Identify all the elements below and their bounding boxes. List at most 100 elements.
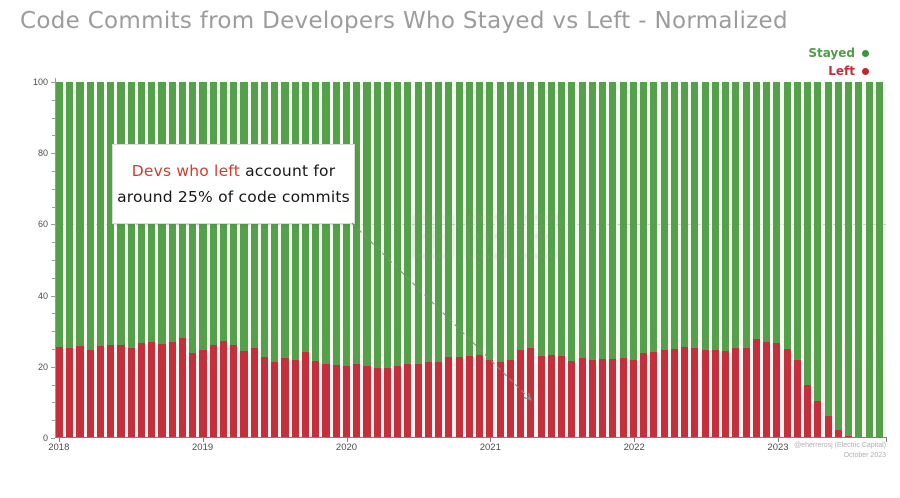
bar-segment-left — [691, 348, 699, 438]
y-tick-label: 60 — [37, 219, 48, 230]
bar-segment-left — [240, 351, 248, 438]
bar-segment-stayed — [793, 82, 801, 361]
annotation-highlight: Devs who left — [131, 162, 240, 180]
bar — [640, 82, 648, 438]
bar-segment-stayed — [506, 82, 514, 361]
bar — [537, 82, 545, 438]
bar — [86, 82, 94, 438]
bar — [424, 82, 432, 438]
bar — [445, 82, 453, 438]
bar — [394, 82, 402, 438]
bar — [711, 82, 719, 438]
bar-segment-left — [332, 365, 340, 438]
bar-segment-stayed — [834, 82, 842, 431]
bar-segment-left — [547, 354, 555, 438]
bar-segment-left — [588, 360, 596, 438]
bar — [230, 82, 238, 438]
bar — [127, 82, 135, 438]
x-tick — [58, 438, 60, 442]
bar — [353, 82, 361, 438]
bar — [517, 82, 525, 438]
legend-item-stayed: Stayed — [808, 46, 869, 60]
bar — [435, 82, 443, 438]
x-tick-label: 2022 — [623, 442, 645, 453]
bar-segment-left — [301, 351, 310, 438]
bar-segment-stayed — [424, 82, 432, 362]
x-tick-label: 2020 — [335, 442, 358, 453]
bar-segment-left — [845, 435, 853, 438]
bar-segment-stayed — [783, 82, 791, 349]
bar — [322, 82, 330, 438]
bar-segment-left — [96, 345, 105, 438]
bar — [783, 82, 791, 438]
y-tick — [52, 331, 55, 333]
y-tick-label: 40 — [37, 290, 48, 301]
bar-segment-left — [291, 360, 299, 438]
bar-segment-stayed — [875, 82, 883, 438]
bar-segment-left — [373, 367, 381, 438]
bar-segment-left — [435, 361, 443, 438]
x-tick-label: 2019 — [192, 442, 214, 453]
bar — [178, 82, 187, 438]
bar-segment-left — [834, 430, 842, 438]
bar-segment-left — [342, 366, 350, 438]
bar — [312, 82, 320, 438]
bar-segment-stayed — [855, 82, 863, 438]
bar — [137, 82, 146, 438]
bar — [875, 82, 883, 438]
bar-segment-left — [148, 341, 156, 438]
bar — [148, 82, 156, 438]
bar-segment-stayed — [86, 82, 94, 350]
bar — [660, 82, 668, 438]
bar-segment-stayed — [476, 82, 484, 356]
legend-label-left: Left — [828, 64, 855, 78]
bar — [363, 82, 371, 438]
y-tick — [52, 135, 55, 137]
x-tick — [346, 438, 348, 442]
bar — [568, 82, 576, 438]
bar-segment-left — [414, 364, 422, 438]
bar-segment-left — [383, 368, 391, 438]
bar-segment-stayed — [722, 82, 730, 352]
y-tick — [52, 384, 55, 386]
bar-segment-left — [742, 347, 750, 438]
bar-segment-left — [66, 347, 74, 438]
bar — [834, 82, 842, 438]
bar — [291, 82, 299, 438]
bar-segment-left — [189, 352, 197, 438]
bar — [722, 82, 730, 438]
bar-segment-stayed — [814, 82, 822, 402]
bar-segment-stayed — [537, 82, 545, 357]
bar-segment-left — [127, 347, 135, 438]
bar-segment-stayed — [773, 82, 781, 343]
bar — [465, 82, 473, 438]
bar-segment-stayed — [373, 82, 381, 368]
bar — [804, 82, 812, 438]
bar-segment-left — [660, 350, 668, 438]
bar-segment-left — [168, 342, 176, 438]
bar — [547, 82, 555, 438]
bar-segment-left — [609, 358, 617, 438]
bar — [763, 82, 771, 438]
bar-segment-stayed — [455, 82, 463, 357]
plot-area — [56, 82, 886, 438]
y-tick — [52, 313, 55, 315]
bar-segment-left — [178, 337, 187, 438]
bar-segment-stayed — [732, 82, 740, 348]
bar — [742, 82, 750, 438]
y-tick — [52, 206, 55, 208]
bar — [281, 82, 289, 438]
legend-label-stayed: Stayed — [808, 46, 855, 60]
bar-segment-left — [640, 353, 648, 438]
bar-segment-stayed — [394, 82, 402, 367]
bar-segment-left — [476, 355, 484, 438]
bar-segment-left — [793, 360, 801, 438]
legend: Stayed Left — [808, 46, 869, 78]
bar — [506, 82, 514, 438]
y-tick — [52, 188, 55, 190]
bar — [301, 82, 310, 438]
bar-segment-stayed — [660, 82, 668, 351]
bar — [414, 82, 422, 438]
bar-segment-stayed — [445, 82, 453, 357]
